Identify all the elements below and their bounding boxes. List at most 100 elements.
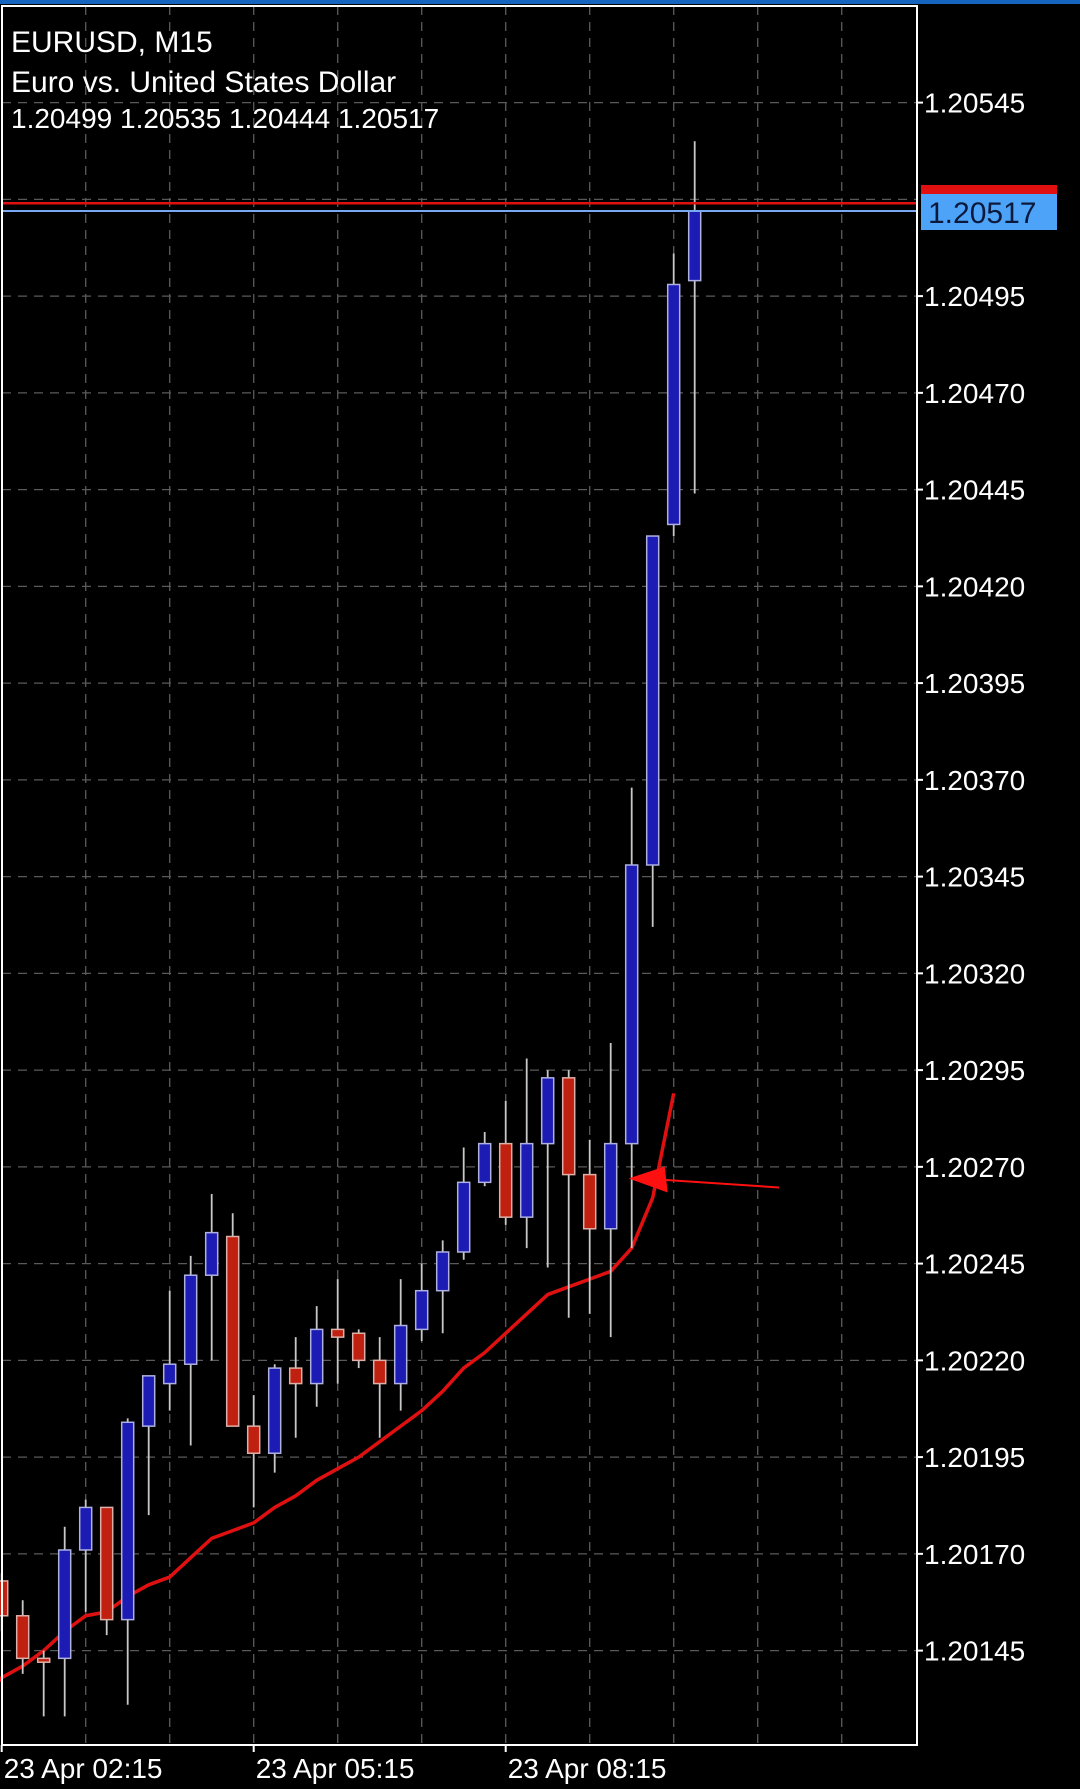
bear-candle xyxy=(582,1139,597,1314)
bear-candle xyxy=(36,1650,51,1717)
candle-body xyxy=(414,1289,429,1331)
bull-candle xyxy=(540,1070,555,1268)
bear-candle xyxy=(99,1506,114,1636)
bull-candle xyxy=(519,1058,534,1249)
bull-candle xyxy=(477,1132,492,1187)
bull-candle xyxy=(162,1290,177,1411)
candle-body xyxy=(645,535,660,866)
price-axis-label: 1.20245 xyxy=(924,1249,1025,1280)
bull-candle xyxy=(78,1499,93,1612)
price-axis-label: 1.20295 xyxy=(924,1055,1025,1086)
candle-body xyxy=(78,1506,93,1551)
candle-body xyxy=(477,1142,492,1184)
candle-body xyxy=(624,864,639,1145)
candle-body xyxy=(372,1359,387,1385)
bear-candle xyxy=(561,1070,576,1318)
moving-average xyxy=(0,1092,676,1683)
candle-body xyxy=(330,1328,345,1338)
candle-body xyxy=(225,1235,240,1427)
bull-candle xyxy=(183,1255,198,1446)
top-status-bar xyxy=(0,0,1080,4)
arrow-shaft xyxy=(658,1178,780,1189)
bid-price-label: 1.20517 xyxy=(928,197,1036,230)
candle-body xyxy=(288,1367,303,1385)
price-axis-label: 1.20195 xyxy=(924,1442,1025,1473)
time-axis[interactable]: 23 Apr 02:15 23 Apr 05:15 23 Apr 08:15 xyxy=(0,1745,667,1784)
price-axis[interactable]: 1.20545 1.20495 1.20470 1.20445 1.20420 1.203… xyxy=(917,88,1025,1667)
bull-candle xyxy=(393,1279,408,1411)
bull-candle xyxy=(309,1306,324,1407)
candle-body xyxy=(36,1657,51,1663)
bear-candle xyxy=(498,1101,513,1225)
time-axis-label: 23 Apr 02:15 xyxy=(4,1753,163,1784)
bull-candle xyxy=(624,787,639,1249)
candle-body xyxy=(603,1142,618,1230)
time-axis-label: 23 Apr 08:15 xyxy=(508,1753,667,1784)
candle-body xyxy=(393,1324,408,1385)
price-axis-label: 1.20395 xyxy=(924,668,1025,699)
price-axis-label: 1.20220 xyxy=(924,1345,1025,1376)
bull-candle xyxy=(120,1418,135,1705)
bull-candle xyxy=(141,1375,156,1516)
candle-body xyxy=(141,1375,156,1427)
candle-body xyxy=(99,1506,114,1621)
candle-body xyxy=(267,1367,282,1454)
candle-body xyxy=(498,1142,513,1218)
ohlc-values: 1.20499 1.20535 1.20444 1.20517 xyxy=(11,103,439,134)
candle-body xyxy=(519,1142,534,1218)
candle-body xyxy=(120,1421,135,1621)
bull-candle xyxy=(267,1364,282,1473)
ask-price-tag xyxy=(921,185,1057,195)
candle-body xyxy=(15,1615,30,1660)
bull-candle xyxy=(603,1043,618,1338)
candles xyxy=(0,141,702,1717)
candle-body xyxy=(435,1251,450,1292)
candle-body xyxy=(57,1549,72,1660)
price-axis-label: 1.20420 xyxy=(924,571,1025,602)
candle-body xyxy=(162,1363,177,1385)
price-axis-label: 1.20545 xyxy=(924,88,1025,119)
candle-body xyxy=(456,1181,471,1253)
price-axis-label: 1.20170 xyxy=(924,1539,1025,1570)
bull-candle xyxy=(456,1147,471,1260)
price-axis-label: 1.20445 xyxy=(924,475,1025,506)
price-lines xyxy=(2,201,917,212)
symbol-timeframe: EURUSD, M15 xyxy=(11,26,213,59)
candle-body xyxy=(309,1328,324,1385)
candle-body xyxy=(687,210,702,282)
price-axis-label: 1.20145 xyxy=(924,1636,1025,1667)
bull-candle xyxy=(666,253,681,537)
price-axis-label: 1.20470 xyxy=(924,378,1025,409)
bull-candle xyxy=(204,1193,219,1361)
bear-candle xyxy=(288,1337,303,1438)
plot-border xyxy=(1,5,918,1746)
arrow-head-icon xyxy=(628,1166,668,1193)
bull-candle xyxy=(645,535,660,927)
annotation-arrow xyxy=(628,1166,780,1193)
candle-body xyxy=(204,1231,219,1276)
candle-body xyxy=(540,1077,555,1145)
price-axis-label: 1.20495 xyxy=(924,281,1025,312)
bull-candle xyxy=(687,141,702,494)
bid-price-tag xyxy=(921,194,1057,230)
bear-candle xyxy=(15,1600,30,1674)
symbol-description: Euro vs. United States Dollar xyxy=(11,66,396,99)
bull-candle xyxy=(414,1263,429,1341)
price-axis-label: 1.20270 xyxy=(924,1152,1025,1183)
bear-candle xyxy=(330,1279,345,1384)
bear-candle xyxy=(246,1395,261,1508)
candle-body xyxy=(666,283,681,526)
candle-body xyxy=(246,1425,261,1454)
bull-candle xyxy=(57,1526,72,1717)
bear-candle xyxy=(372,1337,387,1438)
candle-body xyxy=(351,1332,366,1362)
candle-body xyxy=(582,1173,597,1230)
price-axis-label: 1.20345 xyxy=(924,862,1025,893)
bear-candle xyxy=(351,1329,366,1369)
time-axis-label: 23 Apr 05:15 xyxy=(256,1753,415,1784)
bull-candle xyxy=(435,1240,450,1334)
candle-body xyxy=(183,1274,198,1365)
price-axis-label: 1.20320 xyxy=(924,958,1025,989)
